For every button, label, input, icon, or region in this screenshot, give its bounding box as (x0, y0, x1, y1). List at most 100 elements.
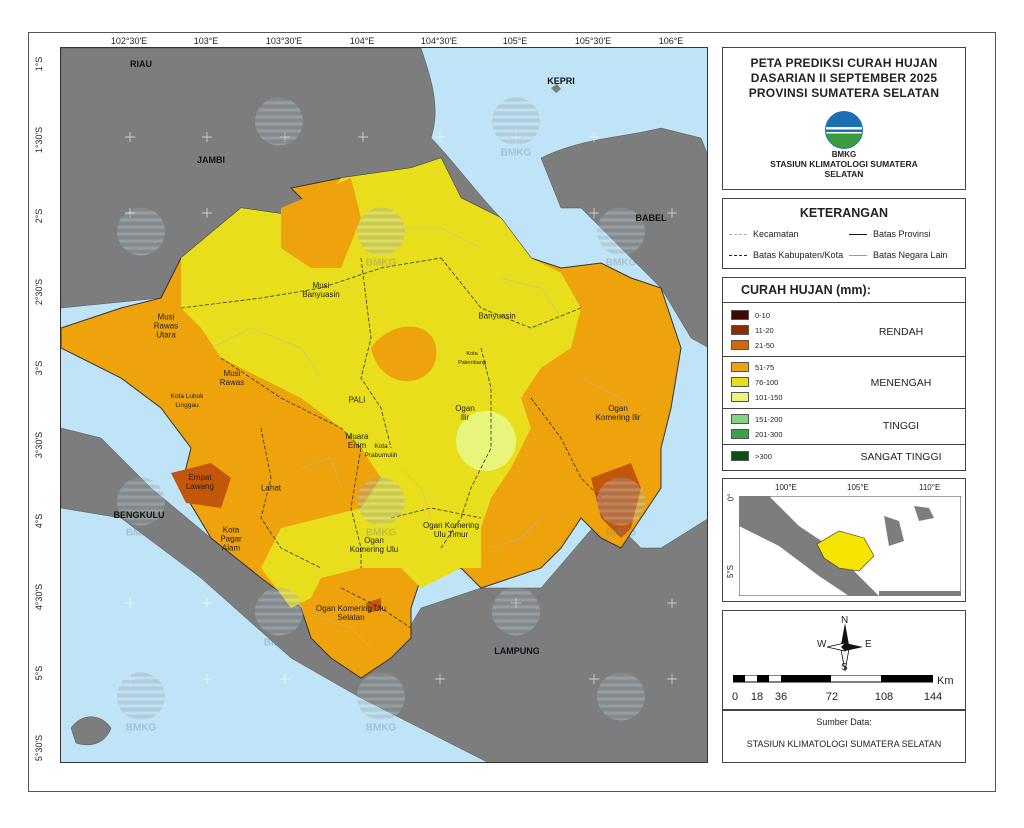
neighbor-label: LAMPUNG (494, 646, 540, 656)
region-label: Musi Banyuasin (302, 281, 340, 299)
north-arrow-icon (826, 623, 863, 672)
lat-tick: 4°30'S (34, 583, 44, 611)
neighbor-label: JAMBI (196, 155, 226, 165)
map-svg (61, 48, 707, 762)
category-sangat-tinggi: SANGAT TINGGI (860, 451, 942, 463)
legend-class-201-300: 201-300 (731, 429, 783, 439)
zone-orange-north (281, 178, 361, 268)
bmkg-watermark: BMKG (357, 207, 405, 269)
lon-tick: 102°30'E (110, 36, 148, 46)
zone-21-50-east (591, 463, 641, 538)
legend-class-76-100: 76-100 (731, 377, 778, 387)
map-title-line3: PROVINSI SUMATERA SELATAN (748, 86, 940, 100)
compass-scale-panel: N S W E Km 0 18 36 72 108 144 (722, 610, 966, 710)
bmkg-logo-icon (825, 111, 863, 149)
scale-label: 18 (750, 691, 764, 703)
region-label: Ogan Komering Ulu Timur (422, 521, 480, 539)
source-panel: Sumber Data: STASIUN KLIMATOLOGI SUMATER… (722, 710, 966, 763)
lat-tick: 5°30'S (34, 734, 44, 762)
source-value: STASIUN KLIMATOLOGI SUMATERA SELATAN (746, 739, 942, 749)
map-title-line2: DASARIAN II SEPTEMBER 2025 (750, 71, 938, 85)
region-label: Kota Pagar Alam (220, 525, 242, 553)
bmkg-watermark: BMKG (492, 587, 540, 649)
legend-class-151-200: 151-200 (731, 414, 783, 424)
compass-e: E (865, 639, 872, 650)
category-tinggi: TINGGI (882, 420, 920, 432)
island-babel (540, 127, 707, 348)
bmkg-watermark: BMKG (255, 587, 303, 649)
bmkg-watermark: BMKG (357, 477, 405, 539)
lon-tick: 103°30'E (265, 36, 303, 46)
region-label: Kota Palembang (458, 351, 486, 366)
bmkg-watermark: BMKG (117, 672, 165, 734)
zone-21-50-west (171, 463, 231, 508)
scale-bar (733, 675, 933, 683)
region-label: Kota Prabumulih (364, 443, 398, 459)
region-label: Muara Enim (345, 432, 369, 450)
legend-batas-kabupaten: Batas Kabupaten/Kota (729, 250, 843, 260)
neighbor-label: KEPRI (547, 76, 575, 86)
inset-lat-tick: 0° (726, 493, 736, 502)
inset-map (739, 496, 961, 596)
lon-tick: 104°30'E (420, 36, 458, 46)
bmkg-watermark: BMKG (117, 207, 165, 269)
lon-tick: 106°E (658, 36, 684, 46)
lon-tick: 105°30'E (574, 36, 612, 46)
region-label: Musi Rawas Utara (153, 312, 179, 340)
map-title-line1: PETA PREDIKSI CURAH HUJAN (750, 56, 938, 70)
legend-class-0-10: 0-10 (731, 310, 770, 320)
scale-label: 0 (731, 691, 739, 703)
region-label: Kota Lubuk Linggau (170, 393, 204, 409)
station-line2: SELATAN (824, 169, 864, 179)
scale-label: 108 (874, 691, 894, 703)
title-panel: PETA PREDIKSI CURAH HUJAN DASARIAN II SE… (722, 47, 966, 190)
inset-map-panel: 100°E 105°E 110°E 0° 5°S (722, 478, 966, 602)
region-label: Ogan Komering Ulu Selatan (315, 604, 387, 622)
keterangan-panel: KETERANGAN Kecamatan Batas Provinsi Bata… (722, 198, 966, 269)
region-label: Ogan Komering Ulu (349, 536, 399, 554)
region-label: Lahat (260, 483, 282, 493)
main-map[interactable]: BMKG BMKG BMKG BMKG BMKG BMKG BMKG BMKG … (60, 47, 708, 763)
zone-76-100 (181, 158, 581, 608)
legend-class-101-150: 101-150 (731, 392, 783, 402)
logo-text: BMKG (831, 150, 857, 159)
island-small (70, 716, 112, 746)
region-label: Ogan Ilir (455, 404, 475, 422)
lon-tick: 104°E (349, 36, 375, 46)
inset-lon-tick: 110°E (919, 483, 941, 492)
scale-unit: Km (937, 675, 954, 687)
lat-tick: 1°30'S (34, 126, 44, 154)
legend-kecamatan: Kecamatan (729, 229, 799, 239)
bmkg-watermark: BMKG (597, 207, 645, 269)
scale-label: 144 (923, 691, 943, 703)
compass-s: S (841, 662, 848, 673)
compass-n: N (841, 615, 849, 626)
lat-tick: 3°S (34, 360, 44, 376)
graticule (125, 132, 677, 684)
scale-label: 72 (825, 691, 839, 703)
lat-tick: 3°30'S (34, 431, 44, 459)
legend-batas-provinsi: Batas Provinsi (849, 229, 931, 239)
inset-lat-tick: 5°S (725, 565, 735, 578)
bmkg-watermark: BMKG (597, 672, 645, 734)
region-label: Empat Lawang (185, 473, 215, 491)
zone-orange-center (371, 326, 437, 382)
category-menengah: MENENGAH (870, 377, 932, 389)
legend-batas-negara: Batas Negara Lain (849, 250, 948, 260)
district-boundaries (180, 257, 602, 629)
region-label: Musi Rawas (219, 369, 245, 387)
source-label: Sumber Data: (816, 717, 872, 727)
zone-21-50-south (366, 598, 381, 613)
compass-w: W (817, 639, 827, 650)
island-kepri (551, 84, 561, 93)
legend-class-11-20: 11-20 (731, 325, 774, 335)
lat-tick: 4°S (34, 513, 44, 529)
kecamatan-boundaries (210, 227, 642, 649)
legend-class-300-plus: >300 (731, 451, 772, 461)
neighbor-label: BENGKULU (113, 510, 165, 520)
region-label: Ogan Komering Ilir (595, 404, 641, 422)
bmkg-watermark: BMKG (597, 477, 645, 539)
neighbor-label: RIAU (130, 59, 152, 69)
lon-tick: 103°E (193, 36, 219, 46)
lat-tick: 2°S (34, 208, 44, 224)
